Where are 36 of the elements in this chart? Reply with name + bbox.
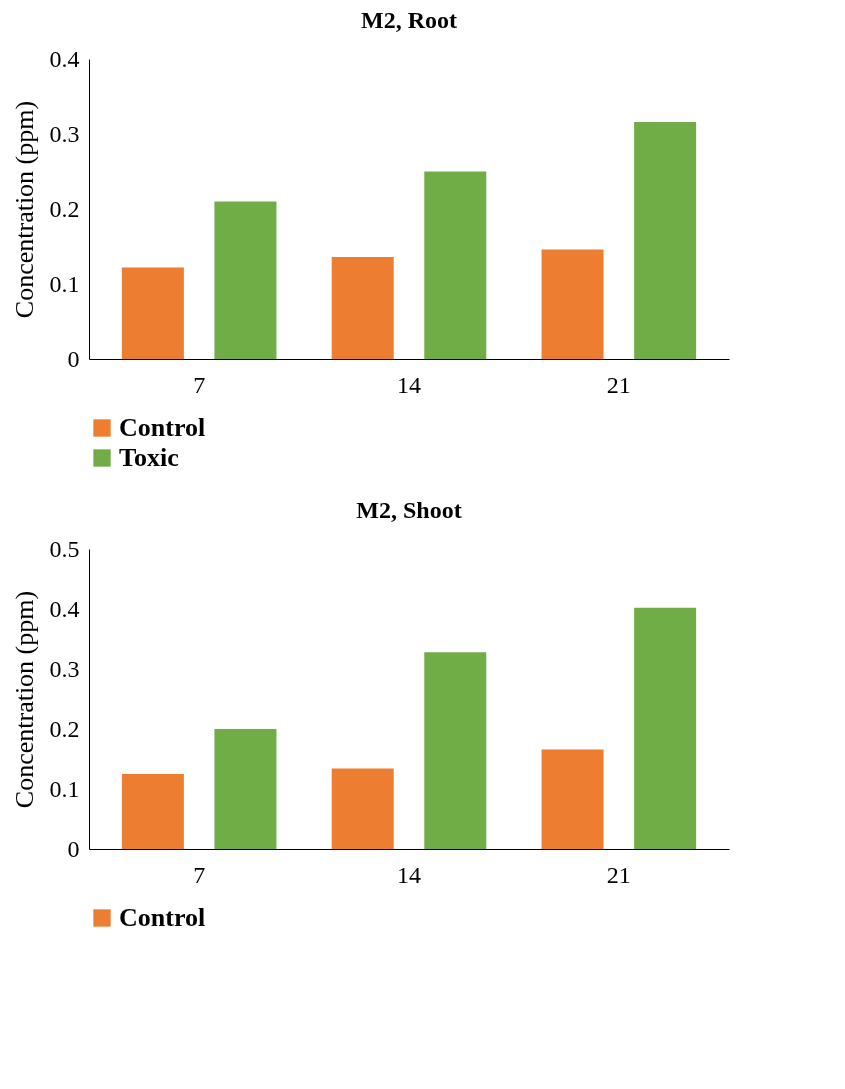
legend-label: Control	[119, 413, 206, 442]
y-axis-title: Concentration (ppm)	[9, 590, 39, 809]
y-tick-label: 0.3	[49, 655, 80, 682]
y-tick-label: 0.3	[49, 120, 80, 147]
chart-title: M2, Shoot	[356, 497, 462, 523]
bar	[331, 768, 394, 849]
y-tick-label: 0.1	[49, 270, 80, 297]
y-tick-label: 0	[67, 345, 80, 372]
x-tick-label: 14	[397, 371, 421, 398]
bar	[331, 257, 394, 359]
legend-label: Control	[119, 903, 206, 932]
bar	[634, 607, 697, 849]
x-tick-label: 7	[193, 861, 206, 888]
y-tick-label: 0	[67, 835, 80, 862]
y-tick-label: 0.2	[49, 195, 80, 222]
legend-label: Toxic	[119, 443, 179, 472]
y-tick-label: 0.2	[49, 715, 80, 742]
bar	[424, 652, 487, 849]
bar	[424, 171, 487, 359]
bar	[634, 122, 697, 359]
bar	[214, 201, 277, 359]
bar	[214, 729, 277, 849]
x-tick-label: 14	[397, 861, 421, 888]
x-tick-label: 7	[193, 371, 206, 398]
y-tick-label: 0.4	[49, 45, 80, 72]
x-tick-label: 21	[606, 371, 631, 398]
y-tick-label: 0.1	[49, 775, 80, 802]
bar	[121, 774, 184, 849]
y-tick-label: 0.5	[49, 535, 80, 562]
bar	[541, 749, 604, 849]
bar	[121, 267, 184, 359]
chart-title: M2, Root	[361, 7, 457, 33]
bar	[541, 249, 604, 359]
x-tick-label: 21	[606, 861, 631, 888]
y-tick-label: 0.4	[49, 595, 80, 622]
y-axis-title: Concentration (ppm)	[9, 100, 39, 319]
